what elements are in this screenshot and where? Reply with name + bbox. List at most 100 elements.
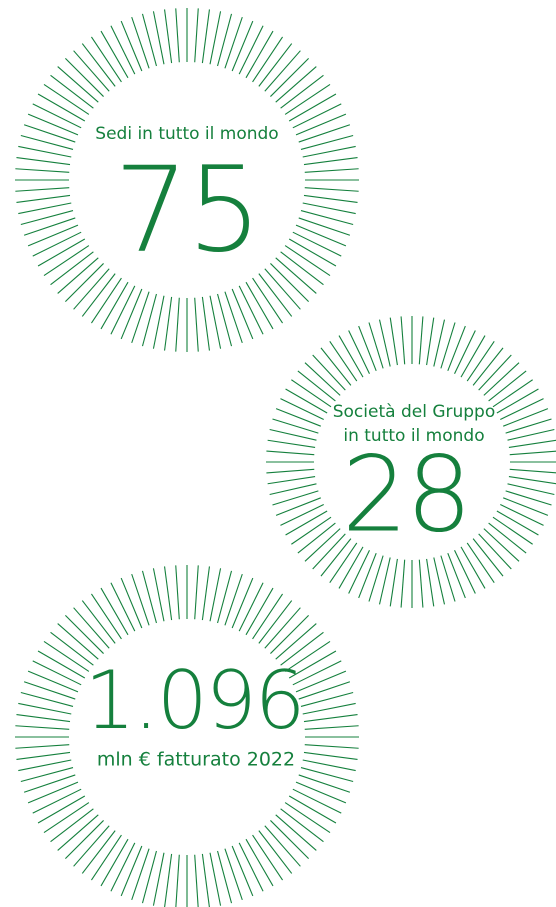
ring-tick	[298, 124, 351, 143]
ring-tick	[295, 781, 347, 804]
stat-label: mln € fatturato 2022	[97, 749, 295, 771]
stat-label: Società del Gruppo	[333, 402, 496, 422]
ring-tick	[400, 316, 406, 365]
ring-tick	[23, 774, 76, 793]
ring-tick	[32, 231, 82, 257]
ring-tick	[16, 194, 71, 203]
stat-1096: 1.096 mln € fatturato 2022	[84, 654, 305, 771]
ring-tick	[505, 418, 552, 434]
ring-tick	[175, 8, 180, 63]
ring-tick	[120, 577, 143, 629]
ring-tick	[500, 398, 544, 420]
ring-tick	[275, 66, 317, 103]
tick-ring	[266, 316, 556, 608]
ring-tick	[209, 11, 222, 65]
ring-tick	[426, 317, 435, 366]
ring-tick	[73, 825, 110, 867]
ring-tick	[201, 9, 210, 64]
ring-tick	[27, 670, 79, 693]
ring-tick	[141, 850, 157, 904]
ring-tick	[252, 277, 284, 324]
ring-tick	[90, 36, 122, 83]
ring-tick	[298, 681, 351, 700]
ring-tick	[270, 57, 310, 97]
ring-tick	[23, 681, 76, 700]
ring-tick	[472, 538, 504, 577]
ring-tick	[43, 802, 90, 834]
ring-tick	[81, 600, 116, 644]
ring-tick	[258, 43, 293, 87]
ring-tick	[320, 538, 352, 577]
ring-tick	[300, 134, 354, 150]
ring-tick	[266, 468, 315, 474]
stat-value: 75	[114, 140, 260, 278]
ring-tick	[292, 231, 342, 257]
ring-tick	[288, 795, 337, 824]
ring-tick	[57, 257, 99, 294]
ring-tick	[302, 759, 356, 772]
ring-tick	[81, 43, 116, 87]
ring-tick	[264, 268, 301, 310]
ring-tick	[81, 273, 116, 317]
ring-tick	[43, 640, 90, 672]
ring-tick	[90, 277, 122, 324]
ring-tick	[280, 808, 324, 843]
ring-tick	[152, 11, 165, 65]
stat-value: 28	[342, 433, 470, 555]
tick-ring	[15, 8, 359, 352]
ring-tick	[15, 187, 70, 192]
ring-tick	[280, 398, 324, 420]
ring-tick	[252, 593, 284, 640]
ring-tick	[27, 113, 79, 136]
ring-tick	[217, 13, 233, 67]
ring-tick	[120, 288, 143, 340]
ring-tick	[358, 325, 377, 371]
ring-tick	[348, 330, 370, 374]
ring-tick	[304, 187, 359, 192]
ring-tick	[284, 640, 331, 672]
ring-tick	[426, 558, 435, 607]
ring-tick	[483, 362, 520, 396]
ring-tick	[433, 557, 446, 605]
ring-tick	[152, 852, 165, 906]
ring-tick	[272, 418, 319, 434]
ring-tick	[258, 273, 293, 317]
ring-tick	[292, 660, 342, 686]
ring-tick	[269, 428, 317, 441]
ring-tick	[266, 450, 315, 456]
ring-tick	[238, 285, 264, 335]
ring-tick	[23, 124, 76, 143]
ring-tick	[131, 573, 150, 626]
ring-tick	[27, 781, 79, 804]
ring-tick	[245, 838, 274, 887]
ring-tick	[280, 504, 324, 526]
ring-tick	[64, 820, 104, 860]
ring-tick	[141, 570, 157, 624]
ring-tick	[492, 379, 533, 408]
ring-tick	[270, 263, 310, 303]
ring-tick	[488, 370, 527, 402]
ring-tick	[338, 335, 364, 378]
ring-tick	[231, 288, 254, 340]
ring-tick	[100, 587, 129, 636]
ring-tick	[224, 16, 243, 69]
ring-tick	[503, 497, 549, 516]
stat-75: Sedi in tutto il mondo 75	[95, 124, 278, 278]
ring-tick	[50, 251, 94, 286]
ring-tick	[269, 483, 317, 496]
ring-tick	[16, 157, 71, 166]
ring-tick	[500, 504, 544, 526]
ring-tick	[272, 490, 319, 506]
ring-tick	[302, 202, 356, 215]
ring-tick	[509, 450, 556, 456]
ring-tick	[217, 293, 233, 347]
ring-tick	[32, 103, 82, 129]
ring-tick	[201, 566, 210, 621]
ring-tick	[304, 725, 359, 730]
ring-tick	[472, 347, 504, 386]
ring-tick	[447, 553, 466, 599]
ring-tick	[37, 93, 86, 122]
ring-tick	[300, 767, 354, 783]
ring-tick	[492, 516, 533, 545]
ring-tick	[280, 631, 324, 666]
